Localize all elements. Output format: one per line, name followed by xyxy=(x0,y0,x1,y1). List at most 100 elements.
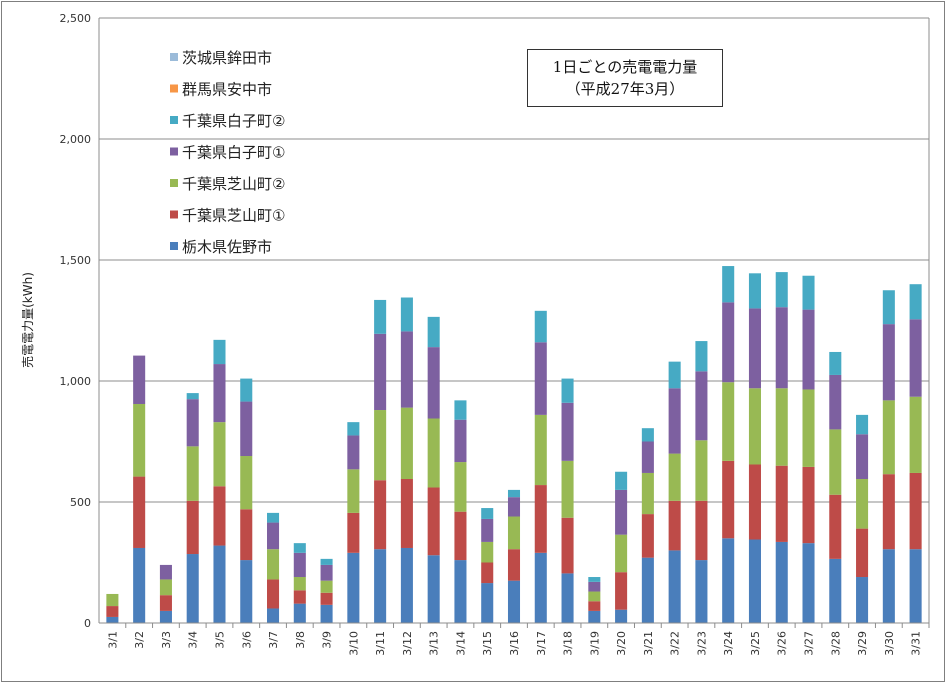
bar-segment xyxy=(347,552,360,623)
bar-segment xyxy=(748,539,761,623)
bar-segment xyxy=(615,572,628,610)
bar-segment xyxy=(347,469,360,513)
bar-segment xyxy=(775,465,788,542)
bar-segment xyxy=(856,414,869,435)
bar-segment xyxy=(240,456,253,510)
y-tick-label: 2,500 xyxy=(60,12,92,25)
bar-segment xyxy=(695,500,708,561)
bar-segment xyxy=(320,592,333,605)
x-tick-label: 3/24 xyxy=(722,631,735,656)
bar-segment xyxy=(668,550,681,623)
x-tick-label: 3/6 xyxy=(240,631,253,649)
bar-segment xyxy=(507,549,521,581)
bar-segment xyxy=(374,410,387,481)
axis-layer: 0 500 1,000 1,500 2,000 2,500 3/1 3/2 3/3 3/4 3/5 3… xyxy=(60,12,930,656)
bar-segment xyxy=(454,560,467,623)
bar-segment xyxy=(668,453,681,501)
bar-segment xyxy=(534,414,547,486)
bar-segment xyxy=(829,558,842,623)
bar-segment xyxy=(427,316,440,348)
bar-segment xyxy=(213,364,226,423)
legend-label: 千葉県芝山町① xyxy=(182,207,285,225)
x-tick-label: 3/2 xyxy=(133,631,146,649)
x-tick-label: 3/20 xyxy=(615,631,628,656)
bar-segment xyxy=(400,479,413,548)
y-tick-label: 500 xyxy=(70,496,91,509)
bar-segment xyxy=(829,429,842,495)
bar-segment xyxy=(186,554,199,623)
bar-segment xyxy=(882,324,895,401)
bar-segment xyxy=(347,435,360,470)
bar-segment xyxy=(240,401,253,457)
bar-segment xyxy=(775,272,788,308)
bar-segment xyxy=(722,266,735,303)
y-tick-label: 2,000 xyxy=(60,133,92,146)
bar-segment xyxy=(722,460,735,539)
bar-segment xyxy=(507,497,521,517)
bar-segment xyxy=(802,466,815,544)
bar-segment xyxy=(588,591,601,602)
x-tick-label: 3/9 xyxy=(321,631,334,649)
bar-segment xyxy=(133,547,146,623)
bar-segment xyxy=(561,460,574,518)
bar-segment xyxy=(802,309,815,390)
bar-segment xyxy=(695,371,708,441)
bar-segment xyxy=(293,543,306,553)
bar-segment xyxy=(722,382,735,461)
bar-segment xyxy=(909,396,922,473)
bar-segment xyxy=(240,378,253,402)
bar-segment xyxy=(213,486,226,546)
bar-segment xyxy=(695,560,708,623)
bar-segment xyxy=(909,319,922,397)
legend-swatch xyxy=(170,53,178,61)
x-tick-label: 3/3 xyxy=(160,631,173,649)
x-tick-label: 3/1 xyxy=(106,631,119,649)
legend-label: 茨城県鉾田市 xyxy=(182,49,272,67)
x-tick-label: 3/16 xyxy=(508,631,521,656)
legend-label: 千葉県白子町② xyxy=(182,112,285,130)
bar-segment xyxy=(722,538,735,623)
bar-segment xyxy=(267,549,280,580)
bar-segment xyxy=(668,388,681,454)
bar-segment xyxy=(588,610,601,623)
x-tick-label: 3/21 xyxy=(642,631,655,656)
bar-segment xyxy=(133,476,146,548)
bar-segment xyxy=(186,446,199,501)
legend-swatch xyxy=(170,147,178,156)
bar-segment xyxy=(240,509,253,561)
x-tick-label: 3/25 xyxy=(749,631,762,656)
bar-segment xyxy=(829,374,842,430)
bar-segment xyxy=(374,480,387,550)
bar-segment xyxy=(695,341,708,372)
legend-swatch xyxy=(170,210,178,219)
bar-segment xyxy=(481,518,494,542)
bar-segment xyxy=(293,590,306,604)
x-tick-label: 3/26 xyxy=(776,631,789,656)
bar-segment xyxy=(267,512,280,523)
chart-subtitle: （平成27年3月） xyxy=(565,80,685,98)
bar-segment xyxy=(775,388,788,466)
x-tick-label: 3/11 xyxy=(374,631,387,656)
bar-segment xyxy=(213,339,226,365)
bar-segment xyxy=(641,557,654,623)
bar-segment xyxy=(400,331,413,408)
legend-label: 群馬県安中市 xyxy=(182,81,272,99)
bar-segment xyxy=(213,545,226,623)
bar-segment xyxy=(507,489,521,498)
bar-segment xyxy=(534,342,547,415)
bar-segment xyxy=(588,601,601,611)
bar-segment xyxy=(106,606,119,617)
x-tick-label: 3/7 xyxy=(267,631,280,649)
bar-segment xyxy=(507,580,521,623)
x-tick-label: 3/12 xyxy=(401,631,414,656)
x-tick-label: 3/4 xyxy=(187,631,200,649)
bar-segment xyxy=(133,403,146,477)
bar-segment xyxy=(588,577,601,582)
bar-segment xyxy=(293,552,306,578)
bar-segment xyxy=(882,474,895,550)
x-tick-label: 3/28 xyxy=(829,631,842,656)
bar-segment xyxy=(427,555,440,623)
bar-segment xyxy=(561,573,574,623)
bars-layer xyxy=(106,266,922,623)
